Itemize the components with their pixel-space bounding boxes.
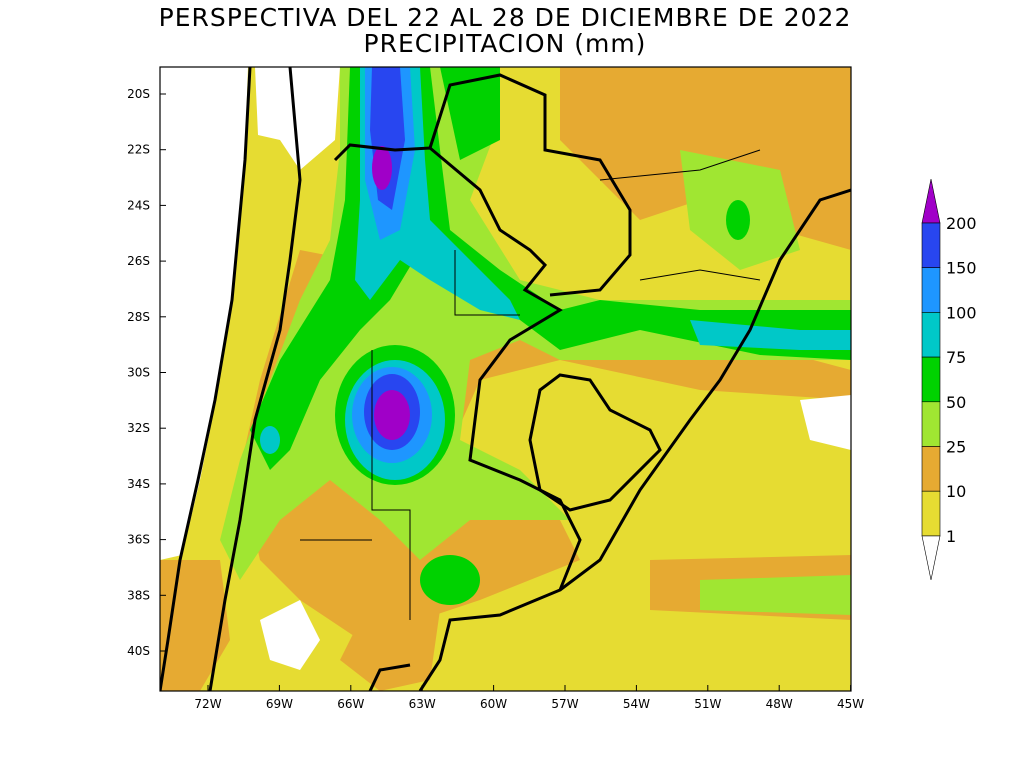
legend-label: 100 (946, 303, 977, 322)
legend-label: 1 (946, 527, 956, 546)
legend-label: 10 (946, 482, 966, 501)
legend-triangle-top (921, 178, 941, 224)
lat-tick-label: 28S (127, 310, 150, 324)
lon-tick-label: 72W (194, 697, 221, 711)
lon-tick-label: 63W (409, 697, 436, 711)
lat-tick-label: 38S (127, 588, 150, 602)
legend-swatch (921, 312, 941, 358)
lon-tick-label: 54W (623, 697, 650, 711)
lon-tick-label: 48W (766, 697, 793, 711)
lon-tick-label: 57W (551, 697, 578, 711)
lat-tick-label: 36S (127, 533, 150, 547)
lon-tick-label: 69W (266, 697, 293, 711)
legend-swatch (921, 267, 941, 313)
legend-swatch (921, 401, 941, 447)
lon-tick-label: 60W (480, 697, 507, 711)
title: PERSPECTIVA DEL 22 AL 28 DE DICIEMBRE DE… (159, 3, 852, 32)
legend-swatch (921, 490, 941, 537)
lat-tick-label: 26S (127, 254, 150, 268)
legend-swatch (921, 356, 941, 403)
subtitle: PRECIPITACION (mm) (364, 29, 647, 58)
legend-label: 75 (946, 348, 966, 367)
lon-tick-label: 66W (337, 697, 364, 711)
legend-label: 50 (946, 393, 966, 412)
precip-field (160, 67, 851, 691)
legend-label: 200 (946, 214, 977, 233)
lon-tick-label: 45W (837, 697, 864, 711)
legend-swatch (921, 222, 941, 269)
lat-tick-label: 24S (127, 198, 150, 212)
map-frame (159, 66, 852, 692)
legend-swatch (921, 446, 941, 492)
legend-triangle-bottom (921, 535, 941, 580)
lat-tick-label: 32S (127, 421, 150, 435)
lat-tick-label: 20S (127, 87, 150, 101)
lon-tick-label: 51W (694, 697, 721, 711)
lat-tick-label: 30S (127, 366, 150, 380)
lat-tick-label: 22S (127, 143, 150, 157)
legend-label: 25 (946, 438, 966, 457)
lat-tick-label: 40S (127, 644, 150, 658)
lat-tick-label: 34S (127, 477, 150, 491)
legend-label: 150 (946, 259, 977, 278)
